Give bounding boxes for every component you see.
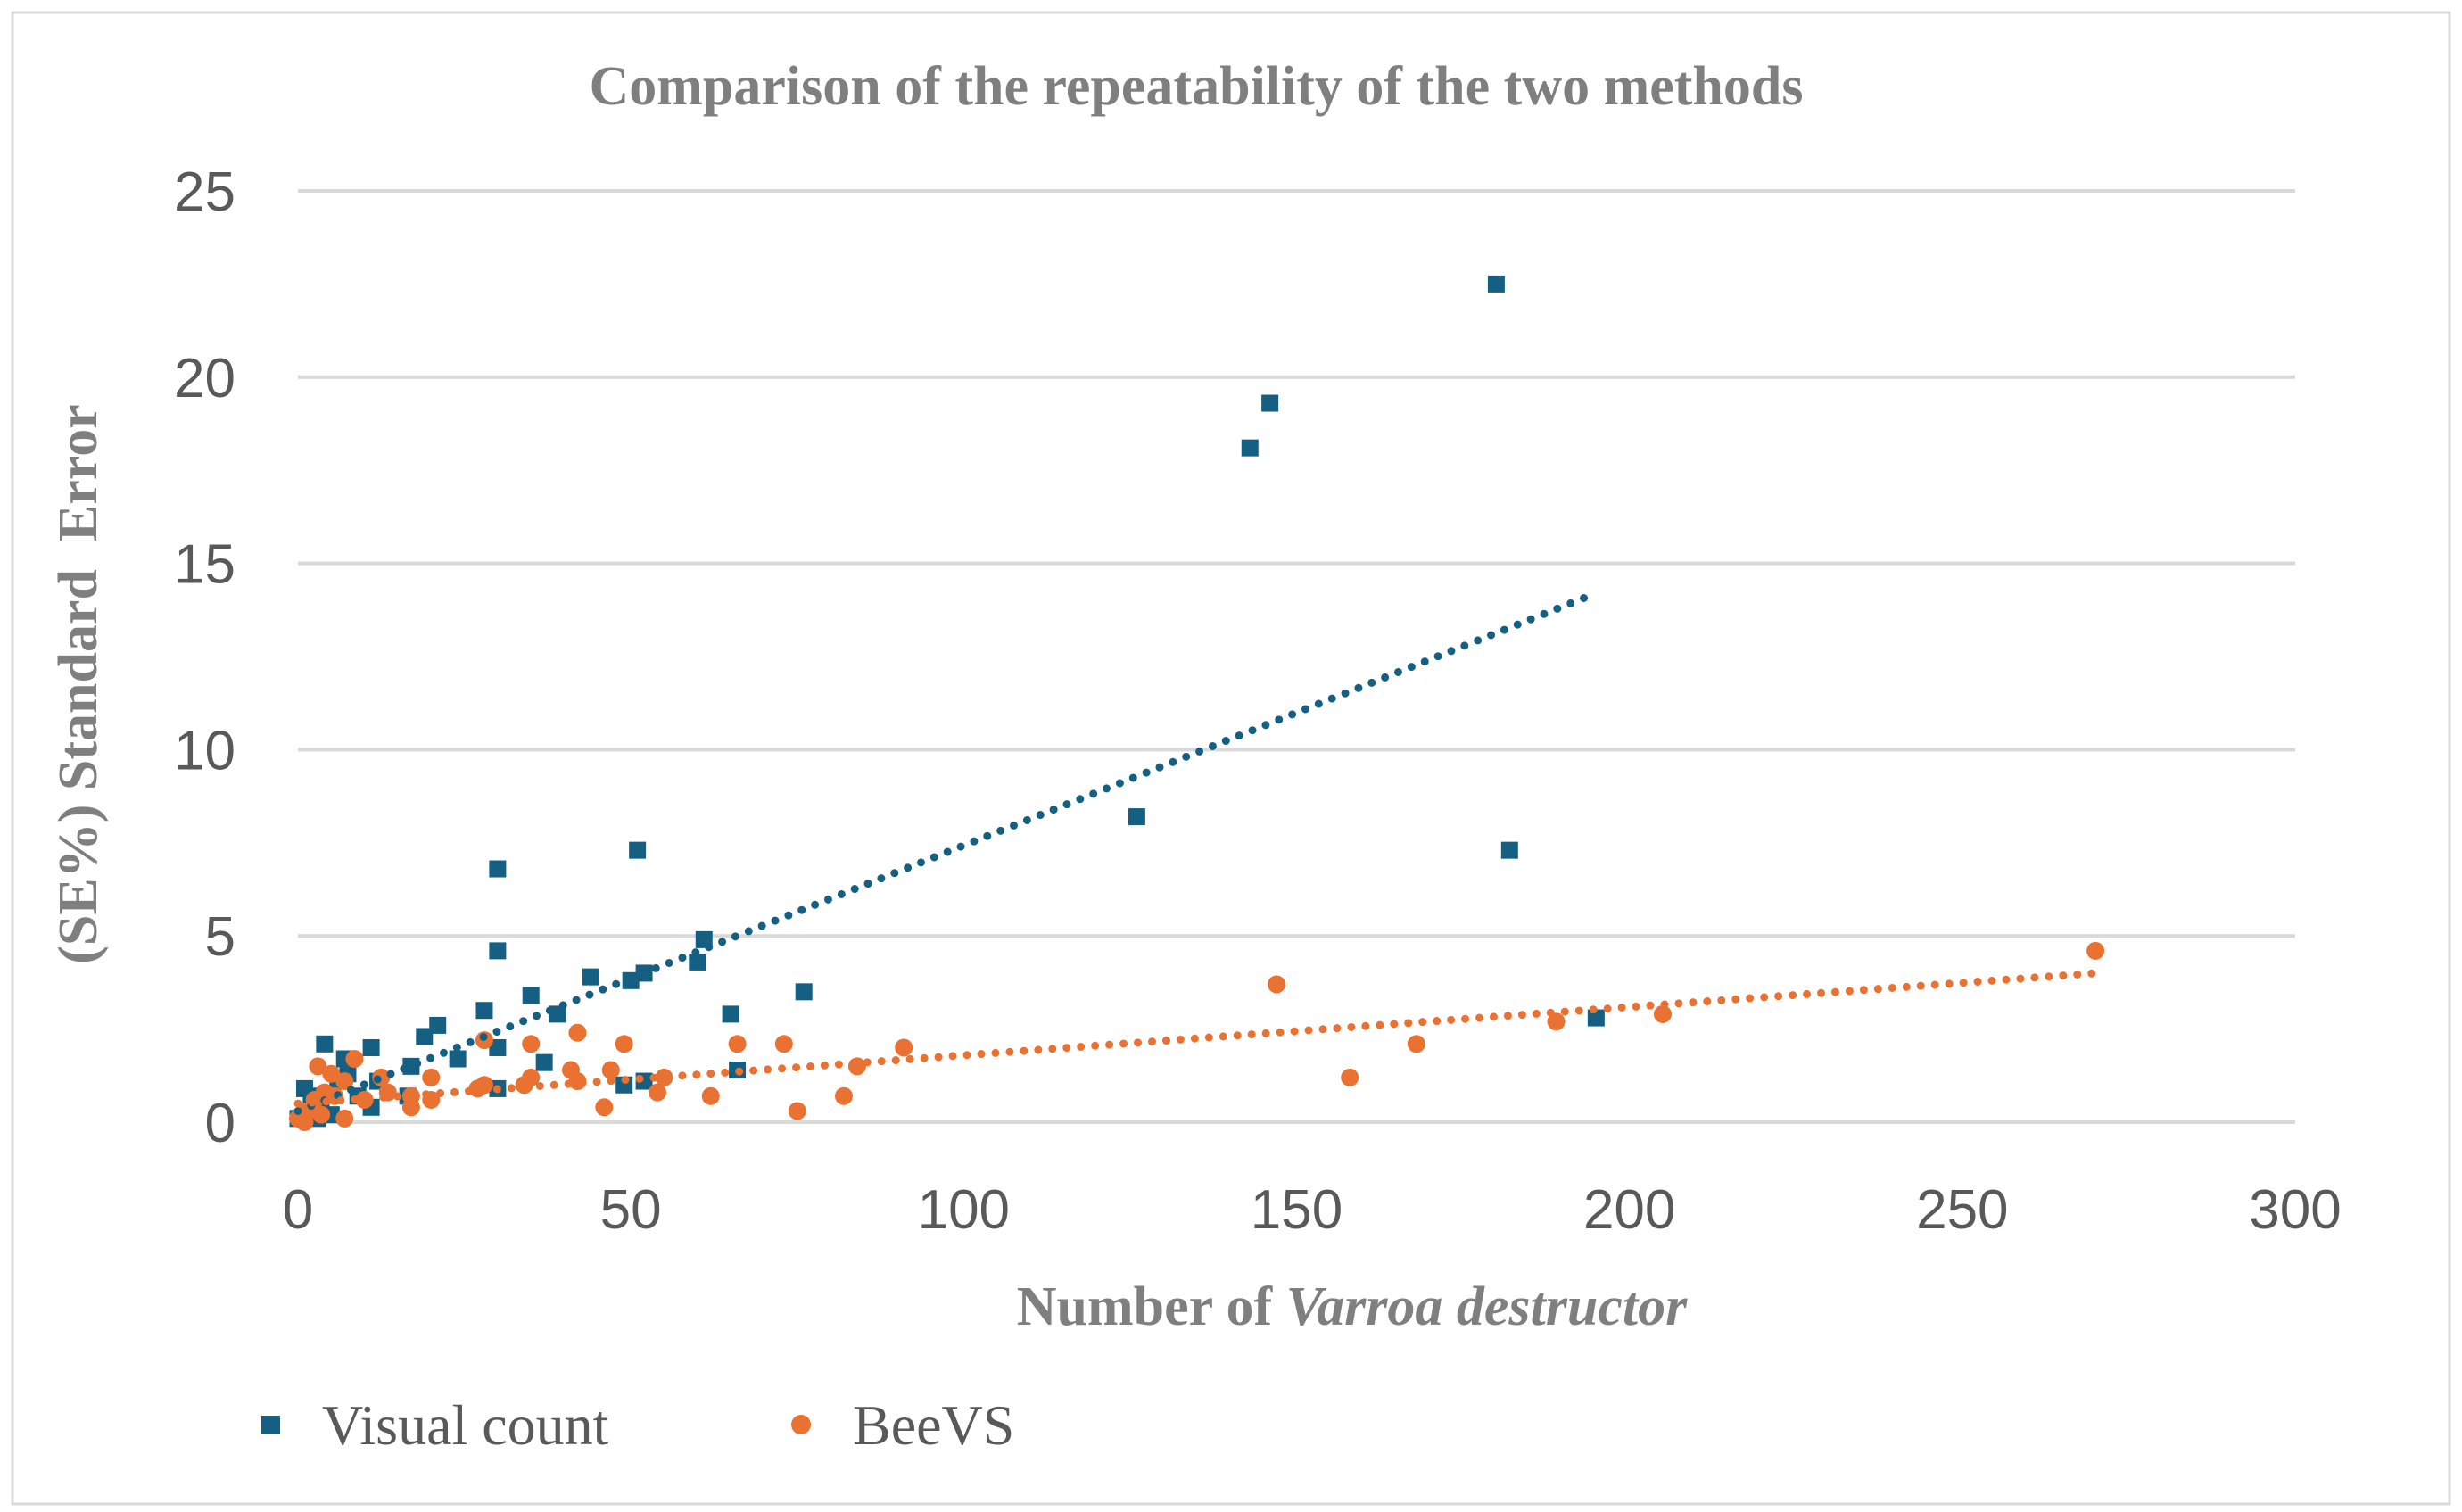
beevs-trendline bbox=[293, 969, 2100, 1108]
beevs-point bbox=[289, 1109, 307, 1128]
visual-count-point bbox=[629, 841, 647, 859]
beevs-point bbox=[1547, 1012, 1566, 1031]
beevs-point bbox=[895, 1038, 913, 1057]
beevs-point bbox=[1341, 1068, 1359, 1086]
x-tick-label: 100 bbox=[918, 1179, 1010, 1241]
beevs-point bbox=[522, 1035, 541, 1053]
chart-border bbox=[11, 11, 2451, 1506]
legend-label-visual-count: Visual count bbox=[322, 1393, 609, 1457]
x-tick-label: 50 bbox=[600, 1179, 662, 1241]
y-tick-label: 25 bbox=[174, 161, 235, 223]
beevs-point bbox=[2086, 941, 2105, 960]
x-tick-label: 150 bbox=[1251, 1179, 1343, 1241]
beevs-point bbox=[595, 1098, 614, 1117]
visual-count-point bbox=[535, 1053, 553, 1071]
beevs-point bbox=[335, 1109, 354, 1128]
x-tick-label: 0 bbox=[283, 1179, 313, 1241]
beevs-point bbox=[312, 1105, 331, 1124]
visual-count-point bbox=[489, 860, 507, 878]
beevs-point bbox=[615, 1035, 633, 1053]
visual-count-point bbox=[1128, 808, 1145, 826]
x-tick-label: 300 bbox=[2249, 1179, 2341, 1241]
y-tick-label: 20 bbox=[174, 348, 235, 409]
beevs-point bbox=[1268, 975, 1286, 994]
beevs-point bbox=[728, 1035, 747, 1053]
visual-count-point bbox=[489, 1038, 507, 1056]
y-tick-label: 15 bbox=[174, 534, 235, 596]
beevs-point bbox=[335, 1072, 354, 1091]
visual-count-point bbox=[1587, 1009, 1605, 1027]
visual-count-point bbox=[416, 1028, 434, 1045]
visual-count-point bbox=[1487, 275, 1505, 293]
y-axis-tick-labels: 0 5 10 15 20 25 bbox=[174, 161, 235, 1154]
y-axis-title: (SE%) Standard Error bbox=[48, 404, 109, 964]
visual-count-point bbox=[316, 1035, 334, 1053]
visual-count-trendline bbox=[293, 589, 1600, 1115]
x-axis-title: Number of Varroa destructor bbox=[947, 1277, 1729, 1337]
visual-count-point bbox=[1500, 841, 1518, 859]
chart-title: Comparison of the repeatability of the t… bbox=[589, 56, 1803, 117]
visual-count-point bbox=[475, 1002, 493, 1020]
y-tick-label: 0 bbox=[205, 1093, 235, 1154]
trendlines bbox=[293, 589, 2100, 1115]
legend: Visual count BeeVS bbox=[261, 1393, 1014, 1457]
beevs-point bbox=[309, 1057, 327, 1076]
visual-count-point bbox=[489, 942, 507, 960]
visual-count-point bbox=[362, 1038, 380, 1056]
beevs-point bbox=[345, 1050, 364, 1069]
visual-count-point bbox=[429, 1016, 447, 1034]
visual-count-point bbox=[722, 1005, 739, 1023]
visual-count-point bbox=[689, 953, 706, 971]
beevs-point bbox=[422, 1068, 441, 1086]
legend-label-beevs: BeeVS bbox=[853, 1393, 1014, 1457]
legend-marker-beevs bbox=[791, 1415, 811, 1434]
visual-count-point bbox=[582, 968, 599, 986]
beevs-point bbox=[601, 1061, 620, 1079]
visual-count-point bbox=[522, 987, 540, 1004]
beevs-point bbox=[834, 1086, 853, 1105]
beevs-point bbox=[1653, 1004, 1672, 1023]
beevs-series bbox=[289, 941, 2105, 1131]
y-tick-label: 5 bbox=[205, 906, 235, 968]
x-axis-title-species: Varroa destructor bbox=[1286, 1277, 1688, 1337]
legend-marker-visual-count bbox=[261, 1416, 280, 1434]
beevs-point bbox=[701, 1086, 720, 1105]
visual-count-point bbox=[795, 983, 813, 1001]
visual-count-point bbox=[1241, 439, 1259, 457]
y-tick-label: 10 bbox=[174, 720, 235, 781]
x-tick-label: 200 bbox=[1583, 1179, 1675, 1241]
beevs-point bbox=[774, 1035, 793, 1053]
beevs-point bbox=[649, 1083, 667, 1102]
beevs-point bbox=[788, 1102, 806, 1120]
x-tick-label: 250 bbox=[1916, 1179, 2008, 1241]
beevs-point bbox=[1407, 1035, 1425, 1053]
x-axis-tick-labels: 0 50 100 150 200 250 300 bbox=[283, 1179, 2342, 1241]
beevs-point bbox=[322, 1064, 341, 1083]
visual-count-point bbox=[1261, 394, 1279, 412]
x-axis-title-text: Number of bbox=[1017, 1277, 1286, 1337]
gridlines bbox=[298, 189, 2295, 1124]
visual-count-point bbox=[449, 1050, 467, 1068]
beevs-point bbox=[568, 1023, 587, 1042]
